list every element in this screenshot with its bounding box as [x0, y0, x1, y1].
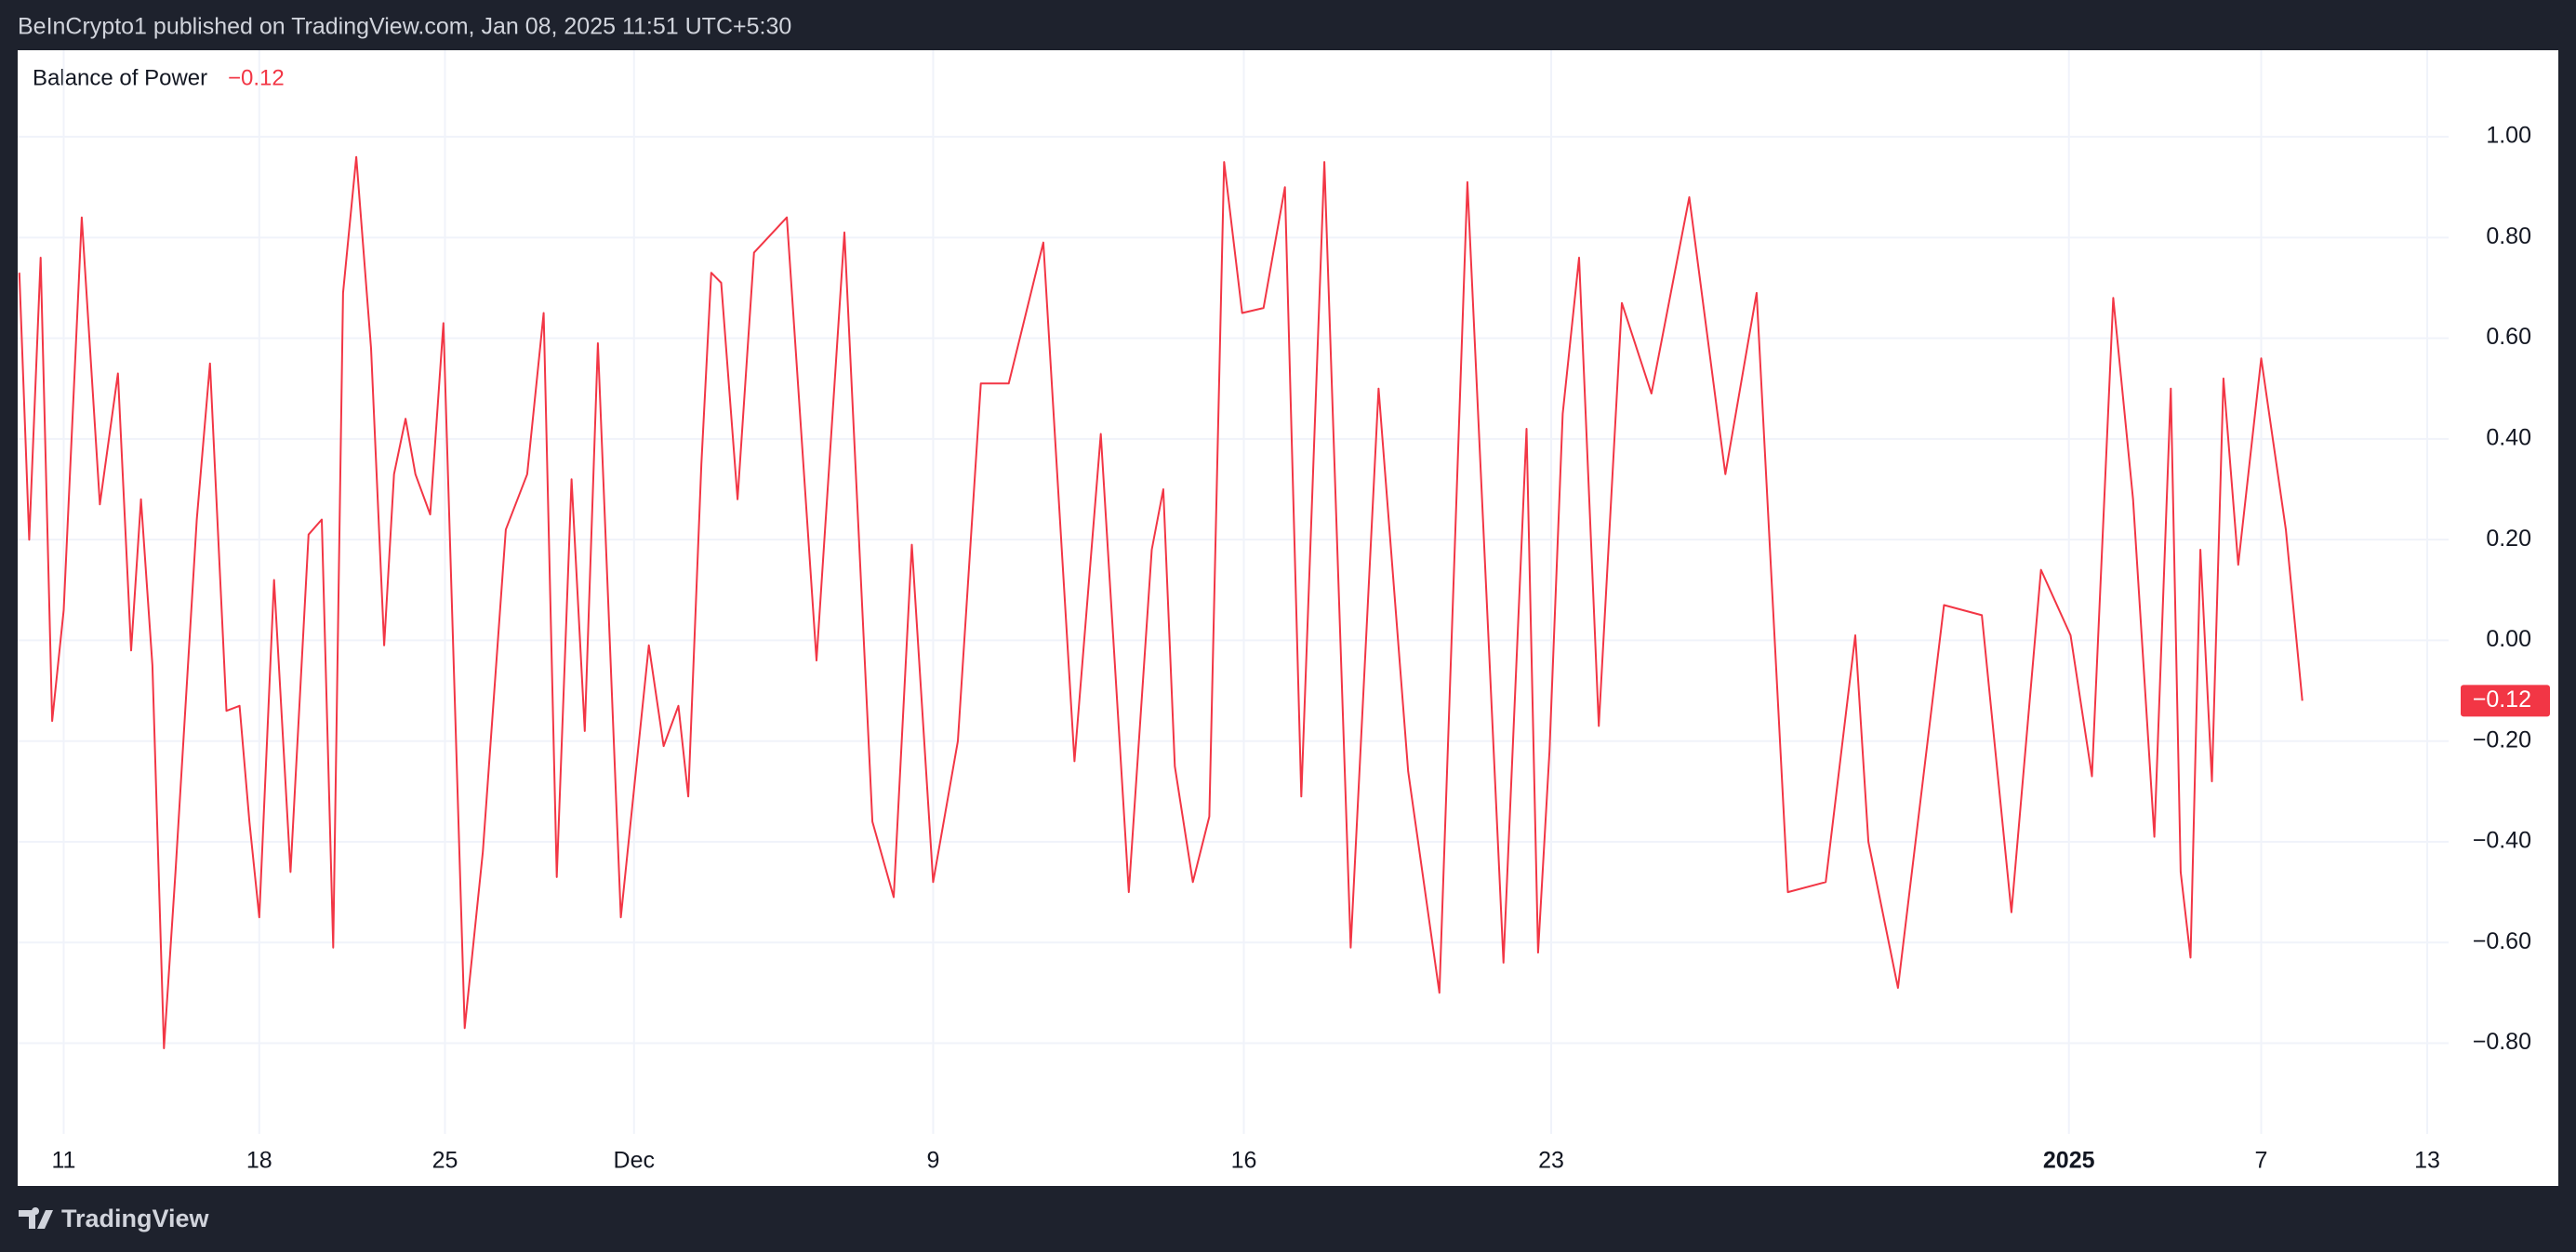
x-tick-label: 13: [2414, 1148, 2440, 1174]
x-tick-label: 18: [246, 1148, 272, 1174]
publisher-header: BeInCrypto1 published on TradingView.com…: [18, 14, 791, 40]
indicator-value: −0.12: [228, 65, 285, 90]
x-tick-label: 2025: [2043, 1148, 2095, 1174]
y-tick-label: −0.40: [2473, 828, 2531, 854]
y-tick-label: 0.00: [2486, 626, 2531, 652]
x-tick-label: Dec: [614, 1148, 655, 1174]
y-tick-label: 0.20: [2486, 526, 2531, 552]
y-tick-label: 0.40: [2486, 424, 2531, 450]
last-value-tag: [2461, 685, 2550, 717]
x-tick-label: 16: [1231, 1148, 1257, 1174]
x-tick-label: 23: [1538, 1148, 1564, 1174]
x-tick-label: 11: [52, 1148, 76, 1174]
y-tick-label: −0.20: [2473, 726, 2531, 753]
brand-name: TradingView: [61, 1205, 210, 1232]
x-tick-label: 7: [2255, 1148, 2268, 1174]
y-tick-label: 0.80: [2486, 223, 2531, 249]
footer-logo: TradingView: [19, 1205, 210, 1232]
indicator-name: Balance of Power: [33, 65, 207, 90]
y-tick-label: −0.80: [2473, 1029, 2531, 1055]
data-line: [18, 155, 2304, 1049]
x-tick-label: 9: [926, 1148, 939, 1174]
grid: [18, 50, 2449, 1134]
chart-panel: [18, 50, 2558, 1186]
last-value-label: −0.12: [2473, 686, 2531, 713]
y-tick-label: 1.00: [2486, 123, 2531, 149]
x-tick-label: 25: [432, 1148, 458, 1174]
logo-icon: [19, 1207, 53, 1229]
y-tick-label: 0.60: [2486, 324, 2531, 350]
y-tick-label: −0.60: [2473, 928, 2531, 954]
